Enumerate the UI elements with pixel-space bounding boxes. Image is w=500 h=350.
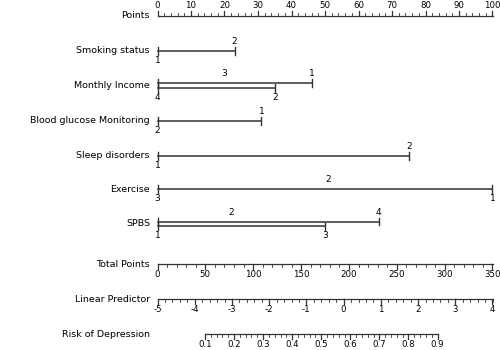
Text: 0.6: 0.6 — [344, 340, 357, 349]
Text: 100: 100 — [245, 270, 262, 279]
Text: 350: 350 — [484, 270, 500, 279]
Text: 20: 20 — [219, 1, 230, 10]
Text: 3: 3 — [322, 231, 328, 240]
Text: 50: 50 — [320, 1, 330, 10]
Text: -5: -5 — [153, 305, 162, 314]
Text: 0.3: 0.3 — [256, 340, 270, 349]
Text: Smoking status: Smoking status — [76, 46, 150, 55]
Text: 3: 3 — [154, 194, 160, 203]
Text: -2: -2 — [265, 305, 274, 314]
Text: 0.4: 0.4 — [286, 340, 299, 349]
Text: 2: 2 — [272, 93, 278, 102]
Text: 10: 10 — [186, 1, 196, 10]
Text: -4: -4 — [190, 305, 199, 314]
Text: 250: 250 — [388, 270, 405, 279]
Text: 0: 0 — [341, 305, 346, 314]
Text: 50: 50 — [200, 270, 211, 279]
Text: 1: 1 — [154, 231, 160, 240]
Text: -1: -1 — [302, 305, 310, 314]
Text: 2: 2 — [406, 142, 411, 151]
Text: 70: 70 — [386, 1, 398, 10]
Text: 30: 30 — [252, 1, 264, 10]
Text: 2: 2 — [154, 126, 160, 135]
Text: 90: 90 — [454, 1, 464, 10]
Text: 80: 80 — [420, 1, 431, 10]
Text: Sleep disorders: Sleep disorders — [76, 151, 150, 160]
Text: 0.5: 0.5 — [314, 340, 328, 349]
Text: Risk of Depression: Risk of Depression — [62, 330, 150, 339]
Text: 300: 300 — [436, 270, 453, 279]
Text: Linear Predictor: Linear Predictor — [75, 295, 150, 304]
Text: 3: 3 — [222, 69, 228, 78]
Text: 100: 100 — [484, 1, 500, 10]
Text: 150: 150 — [293, 270, 310, 279]
Text: 2: 2 — [232, 37, 237, 46]
Text: 0.1: 0.1 — [198, 340, 212, 349]
Text: 1: 1 — [154, 56, 160, 65]
Text: 1: 1 — [154, 161, 160, 170]
Text: 4: 4 — [154, 93, 160, 102]
Text: 0.8: 0.8 — [402, 340, 415, 349]
Text: 2: 2 — [416, 305, 421, 314]
Text: SPBS: SPBS — [126, 219, 150, 229]
Text: 1: 1 — [378, 305, 384, 314]
Text: 40: 40 — [286, 1, 297, 10]
Text: 4: 4 — [376, 208, 382, 217]
Text: 0: 0 — [155, 1, 160, 10]
Text: 1: 1 — [308, 69, 314, 78]
Text: 1: 1 — [258, 107, 264, 116]
Text: Exercise: Exercise — [110, 184, 150, 194]
Text: 60: 60 — [353, 1, 364, 10]
Text: 2: 2 — [326, 175, 331, 184]
Text: 3: 3 — [452, 305, 458, 314]
Text: 0: 0 — [155, 270, 160, 279]
Text: 200: 200 — [340, 270, 357, 279]
Text: Points: Points — [122, 11, 150, 20]
Text: 0.2: 0.2 — [227, 340, 241, 349]
Text: 0.7: 0.7 — [372, 340, 386, 349]
Text: 1: 1 — [490, 194, 496, 203]
Text: -3: -3 — [228, 305, 236, 314]
Text: 4: 4 — [490, 305, 495, 314]
Text: Blood glucose Monitoring: Blood glucose Monitoring — [30, 116, 150, 125]
Text: Total Points: Total Points — [96, 260, 150, 269]
Text: Monthly Income: Monthly Income — [74, 81, 150, 90]
Text: 0.9: 0.9 — [431, 340, 444, 349]
Text: 2: 2 — [228, 208, 234, 217]
